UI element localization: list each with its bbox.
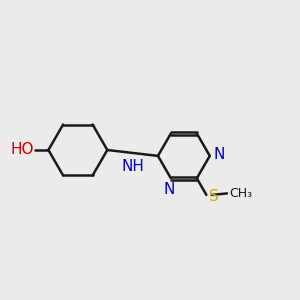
Text: N: N: [164, 182, 175, 197]
Text: N: N: [214, 147, 225, 162]
Text: S: S: [209, 189, 219, 204]
Text: CH₃: CH₃: [229, 187, 252, 200]
Text: HO: HO: [10, 142, 34, 157]
Text: NH: NH: [121, 159, 144, 174]
